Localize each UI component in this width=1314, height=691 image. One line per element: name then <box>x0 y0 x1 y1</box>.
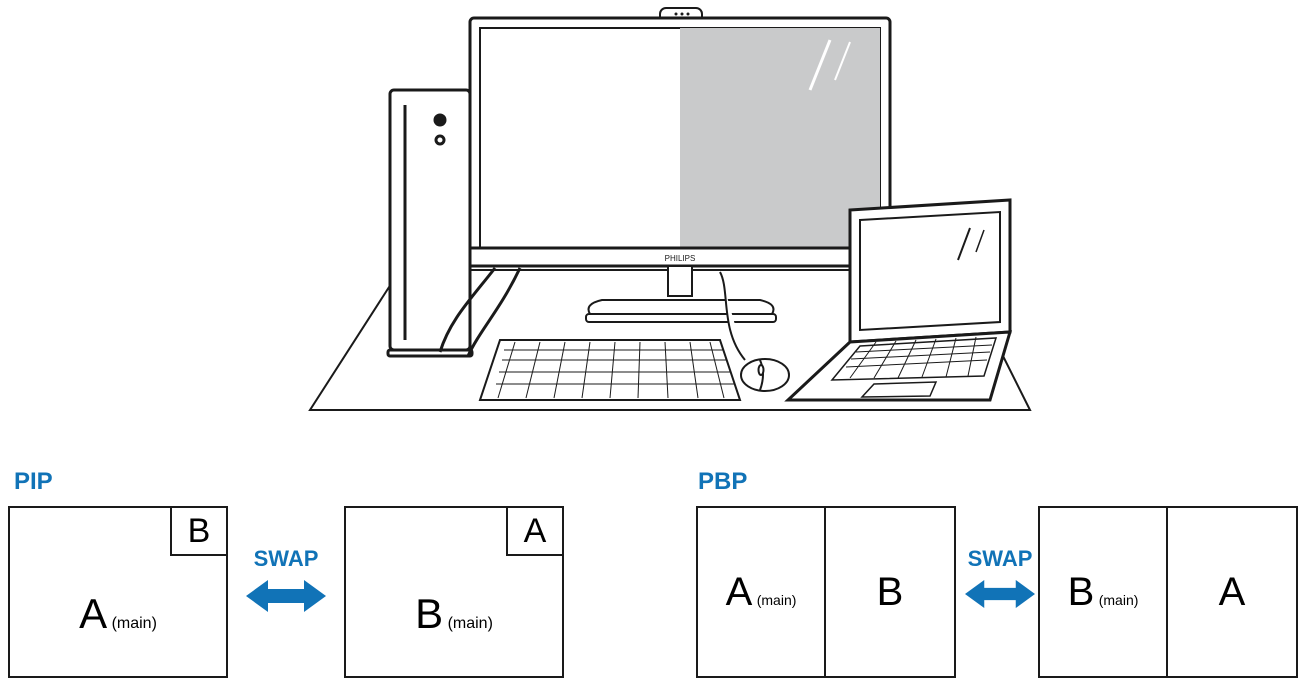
pip-box-before: B A (main) <box>8 506 228 678</box>
setup-illustration: PHILIPS <box>290 0 1050 430</box>
pip-main-letter-after: B <box>415 590 443 637</box>
pbp-left-after: B (main) <box>1040 508 1168 676</box>
swap-label-pbp: SWAP <box>968 546 1033 571</box>
pbp-right-after: A <box>1168 508 1296 676</box>
pip-main-sub-before: (main) <box>112 615 157 632</box>
pip-main-letter-before: A <box>79 590 107 637</box>
swap-block-pip: SWAP <box>236 546 336 616</box>
pbp-box-after: B (main) A <box>1038 506 1298 678</box>
pip-main-after: B (main) <box>415 590 493 638</box>
pbp-left-sub-after: (main) <box>1099 592 1139 608</box>
pip-main-before: A (main) <box>79 590 157 638</box>
swap-arrow-icon <box>965 576 1035 612</box>
pip-section-label: PIP <box>14 468 53 496</box>
swap-block-pbp: SWAP <box>960 546 1040 612</box>
setup-svg: PHILIPS <box>290 0 1050 430</box>
pbp-left-letter-before: A <box>726 570 753 614</box>
pbp-right-before: B <box>826 508 954 676</box>
pip-main-sub-after: (main) <box>448 615 493 632</box>
pbp-left-sub-before: (main) <box>757 592 797 608</box>
pbp-left-letter-after: B <box>1068 570 1095 614</box>
keyboard <box>480 340 740 400</box>
pbp-right-letter-after: A <box>1219 570 1246 615</box>
diagrams-row: B A (main) SWAP A B (main) A (main) <box>8 506 1306 682</box>
pip-inset-after: A <box>506 506 564 556</box>
monitor-brand: PHILIPS <box>665 254 696 263</box>
pip-box-after: A B (main) <box>344 506 564 678</box>
pbp-section-label: PBP <box>698 468 747 496</box>
pip-inset-letter-before: B <box>188 512 211 551</box>
pbp-right-letter-before: B <box>877 570 904 615</box>
pip-inset-before: B <box>170 506 228 556</box>
swap-label-pip: SWAP <box>254 546 319 571</box>
pbp-left-before: A (main) <box>698 508 826 676</box>
pbp-box-before: A (main) B <box>696 506 956 678</box>
pip-inset-letter-after: A <box>524 512 547 551</box>
swap-arrow-icon <box>246 576 326 616</box>
